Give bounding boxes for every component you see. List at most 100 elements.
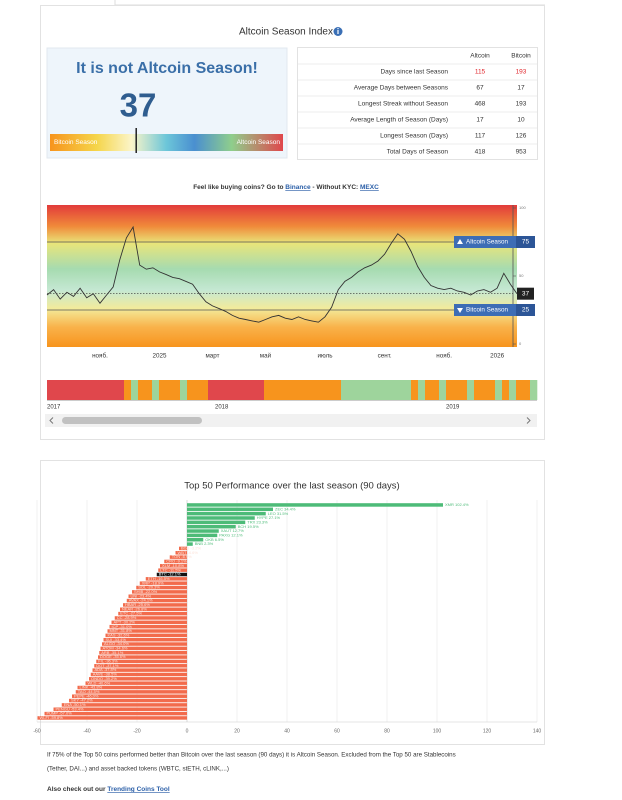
cell-value: 126	[516, 133, 527, 140]
season-block	[453, 380, 461, 400]
x-tick-label: сент.	[378, 353, 392, 360]
bar	[145, 577, 187, 581]
x-tick-label: май	[260, 352, 272, 360]
trending-link[interactable]: Trending Coins Tool	[107, 786, 170, 793]
cell-value: 193	[516, 101, 527, 108]
bar	[187, 511, 266, 516]
bar-label: BCH 19.5%	[238, 524, 259, 529]
page-title: Altcoin Season Index	[239, 27, 333, 38]
bar-label: KAS -32.6%	[108, 632, 130, 637]
threshold-value: 25	[522, 307, 530, 314]
season-block	[68, 380, 76, 400]
season-block	[425, 380, 433, 400]
season-block	[467, 380, 475, 400]
bar-label: XAUT 12.7%	[221, 528, 244, 533]
bar-label: CC -28.9%	[117, 615, 137, 620]
season-block	[418, 380, 426, 400]
footer-text: Also check out our	[47, 786, 106, 793]
y-tick-label: 0	[519, 341, 522, 346]
season-block	[488, 380, 496, 400]
season-block	[110, 380, 118, 400]
bar-label: LEO 31.5%	[268, 511, 289, 516]
row-label: Average Length of Season (Days)	[350, 117, 448, 124]
threshold-label: Altcoin Season	[466, 239, 509, 246]
bar-label: TAO -44.5%	[78, 689, 100, 694]
bar-label: CRO -9.1%	[166, 559, 187, 564]
x-tick-label: 2025	[153, 353, 168, 360]
season-block	[271, 380, 279, 400]
season-block	[502, 380, 510, 400]
season-block	[47, 380, 55, 400]
season-block	[439, 380, 447, 400]
season-block	[348, 380, 356, 400]
season-block	[117, 380, 125, 400]
x-tick-label: июль	[317, 353, 333, 360]
cell-value: 953	[516, 149, 527, 156]
bar-label: LINK -43.8%	[80, 685, 103, 690]
season-block	[89, 380, 97, 400]
season-block	[180, 380, 188, 400]
bar	[72, 694, 187, 698]
season-block	[432, 380, 440, 400]
bar	[156, 572, 187, 577]
bar	[160, 564, 187, 568]
season-block	[474, 380, 482, 400]
footer-also: Also check out our Trending Coins Tool	[47, 786, 170, 793]
x-tick-label: 2018	[215, 405, 229, 411]
column-header: Bitcoin	[511, 53, 531, 60]
bar	[77, 685, 187, 690]
season-block	[509, 380, 517, 400]
season-block	[376, 380, 384, 400]
mexc-link[interactable]: MEXC	[360, 184, 379, 191]
season-block	[61, 380, 69, 400]
status-index: 37	[120, 87, 157, 124]
bar	[53, 707, 187, 712]
x-tick-label: 100	[433, 728, 442, 734]
threshold-arrow	[457, 239, 463, 244]
bar	[158, 568, 187, 572]
bar-label: ZEC 34.4%	[275, 506, 296, 511]
bar-label: XRP -18.9%	[142, 580, 164, 585]
x-tick-label: нояб.	[436, 352, 452, 360]
threshold-value-badge	[516, 236, 535, 248]
bar	[114, 616, 187, 620]
bar-label: SUI -33.4%	[106, 637, 127, 642]
y-tick-label: 50	[519, 273, 524, 278]
bar	[187, 516, 255, 520]
bar	[109, 624, 187, 629]
gauge-left-label: Bitcoin Season	[54, 139, 98, 146]
bar-label: DOT -37.1%	[96, 663, 119, 668]
bar	[164, 559, 187, 564]
bar-label: AVAX -24.1%	[129, 598, 153, 603]
bar-label: XMR 102.4%	[445, 502, 469, 507]
promo-text: - Without KYC:	[312, 184, 358, 191]
season-block	[215, 380, 223, 400]
info-icon[interactable]	[333, 27, 343, 36]
bar	[128, 594, 187, 598]
row-label: Longest Season (Days)	[380, 133, 448, 140]
cell-value: 17	[517, 85, 525, 92]
cell-value: 418	[475, 149, 486, 156]
bar-label: ATOM -34.6%	[103, 646, 128, 651]
index-line	[46, 225, 518, 323]
bar	[105, 633, 187, 638]
x-tick-label: 80	[384, 728, 390, 734]
promo-text: Feel like buying coins? Go to	[193, 184, 283, 191]
bar	[187, 507, 273, 512]
bar-label: ETH -16.5%	[148, 576, 170, 581]
season-block	[250, 380, 258, 400]
season-block	[243, 380, 251, 400]
bar	[111, 620, 187, 625]
row-label: Days since last Season	[380, 69, 448, 76]
row-label: Longest Streak without Season	[358, 101, 448, 108]
bar	[179, 546, 187, 551]
stats-table	[297, 47, 538, 160]
scrollbar[interactable]	[45, 414, 537, 427]
cell-value: 67	[476, 85, 484, 92]
bar	[96, 659, 187, 664]
cell-value: 17	[476, 117, 484, 124]
bar	[132, 590, 187, 594]
bar-label: FIL -36.3%	[98, 659, 118, 664]
binance-link[interactable]: Binance	[285, 184, 311, 191]
season-block	[82, 380, 90, 400]
